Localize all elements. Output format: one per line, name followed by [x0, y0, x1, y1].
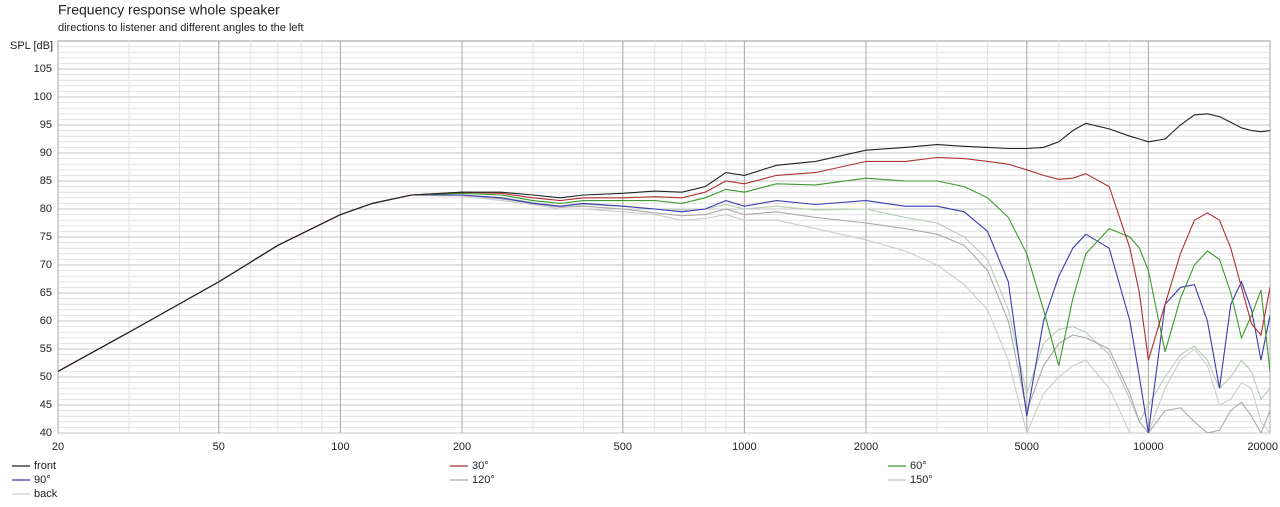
y-tick-label: 40: [40, 427, 52, 439]
y-tick-label: 95: [40, 119, 52, 131]
y-tick-label: 75: [40, 231, 52, 243]
x-tick-label: 2000: [854, 441, 878, 453]
x-tick-label: 1000: [732, 441, 756, 453]
series-line: [58, 194, 1270, 433]
y-tick-label: 65: [40, 287, 52, 299]
series-line: [58, 194, 1270, 433]
legend-label: 150°: [910, 474, 933, 486]
x-tick-label: 20000: [1247, 441, 1278, 453]
y-tick-label: 55: [40, 343, 52, 355]
x-tick-label: 5000: [1015, 441, 1039, 453]
y-tick-label: 45: [40, 399, 52, 411]
legend-label: back: [34, 488, 58, 500]
x-tick-label: 10000: [1133, 441, 1164, 453]
x-tick-label: 100: [331, 441, 349, 453]
x-tick-label: 20: [52, 441, 64, 453]
legend-label: 120°: [472, 474, 495, 486]
y-tick-label: 90: [40, 147, 52, 159]
y-tick-label: 80: [40, 203, 52, 215]
chart-title: Frequency response whole speaker: [58, 2, 280, 18]
y-tick-label: 100: [34, 91, 52, 103]
series-line: [58, 177, 1270, 372]
y-tick-label: 50: [40, 371, 52, 383]
chart-subtitle: directions to listener and different ang…: [58, 22, 304, 34]
y-tick-label: 85: [40, 175, 52, 187]
series-line: [58, 113, 1270, 372]
legend-label: front: [34, 460, 56, 472]
legend-label: 90°: [34, 474, 51, 486]
y-tick-label: 70: [40, 259, 52, 271]
x-tick-label: 500: [614, 441, 632, 453]
y-tick-label: 105: [34, 63, 52, 75]
x-tick-label: 200: [453, 441, 471, 453]
y-axis-label: SPL [dB]: [10, 40, 53, 52]
legend-label: 30°: [472, 460, 489, 472]
legend-label: 60°: [910, 460, 927, 472]
y-tick-label: 60: [40, 315, 52, 327]
x-tick-label: 50: [213, 441, 225, 453]
